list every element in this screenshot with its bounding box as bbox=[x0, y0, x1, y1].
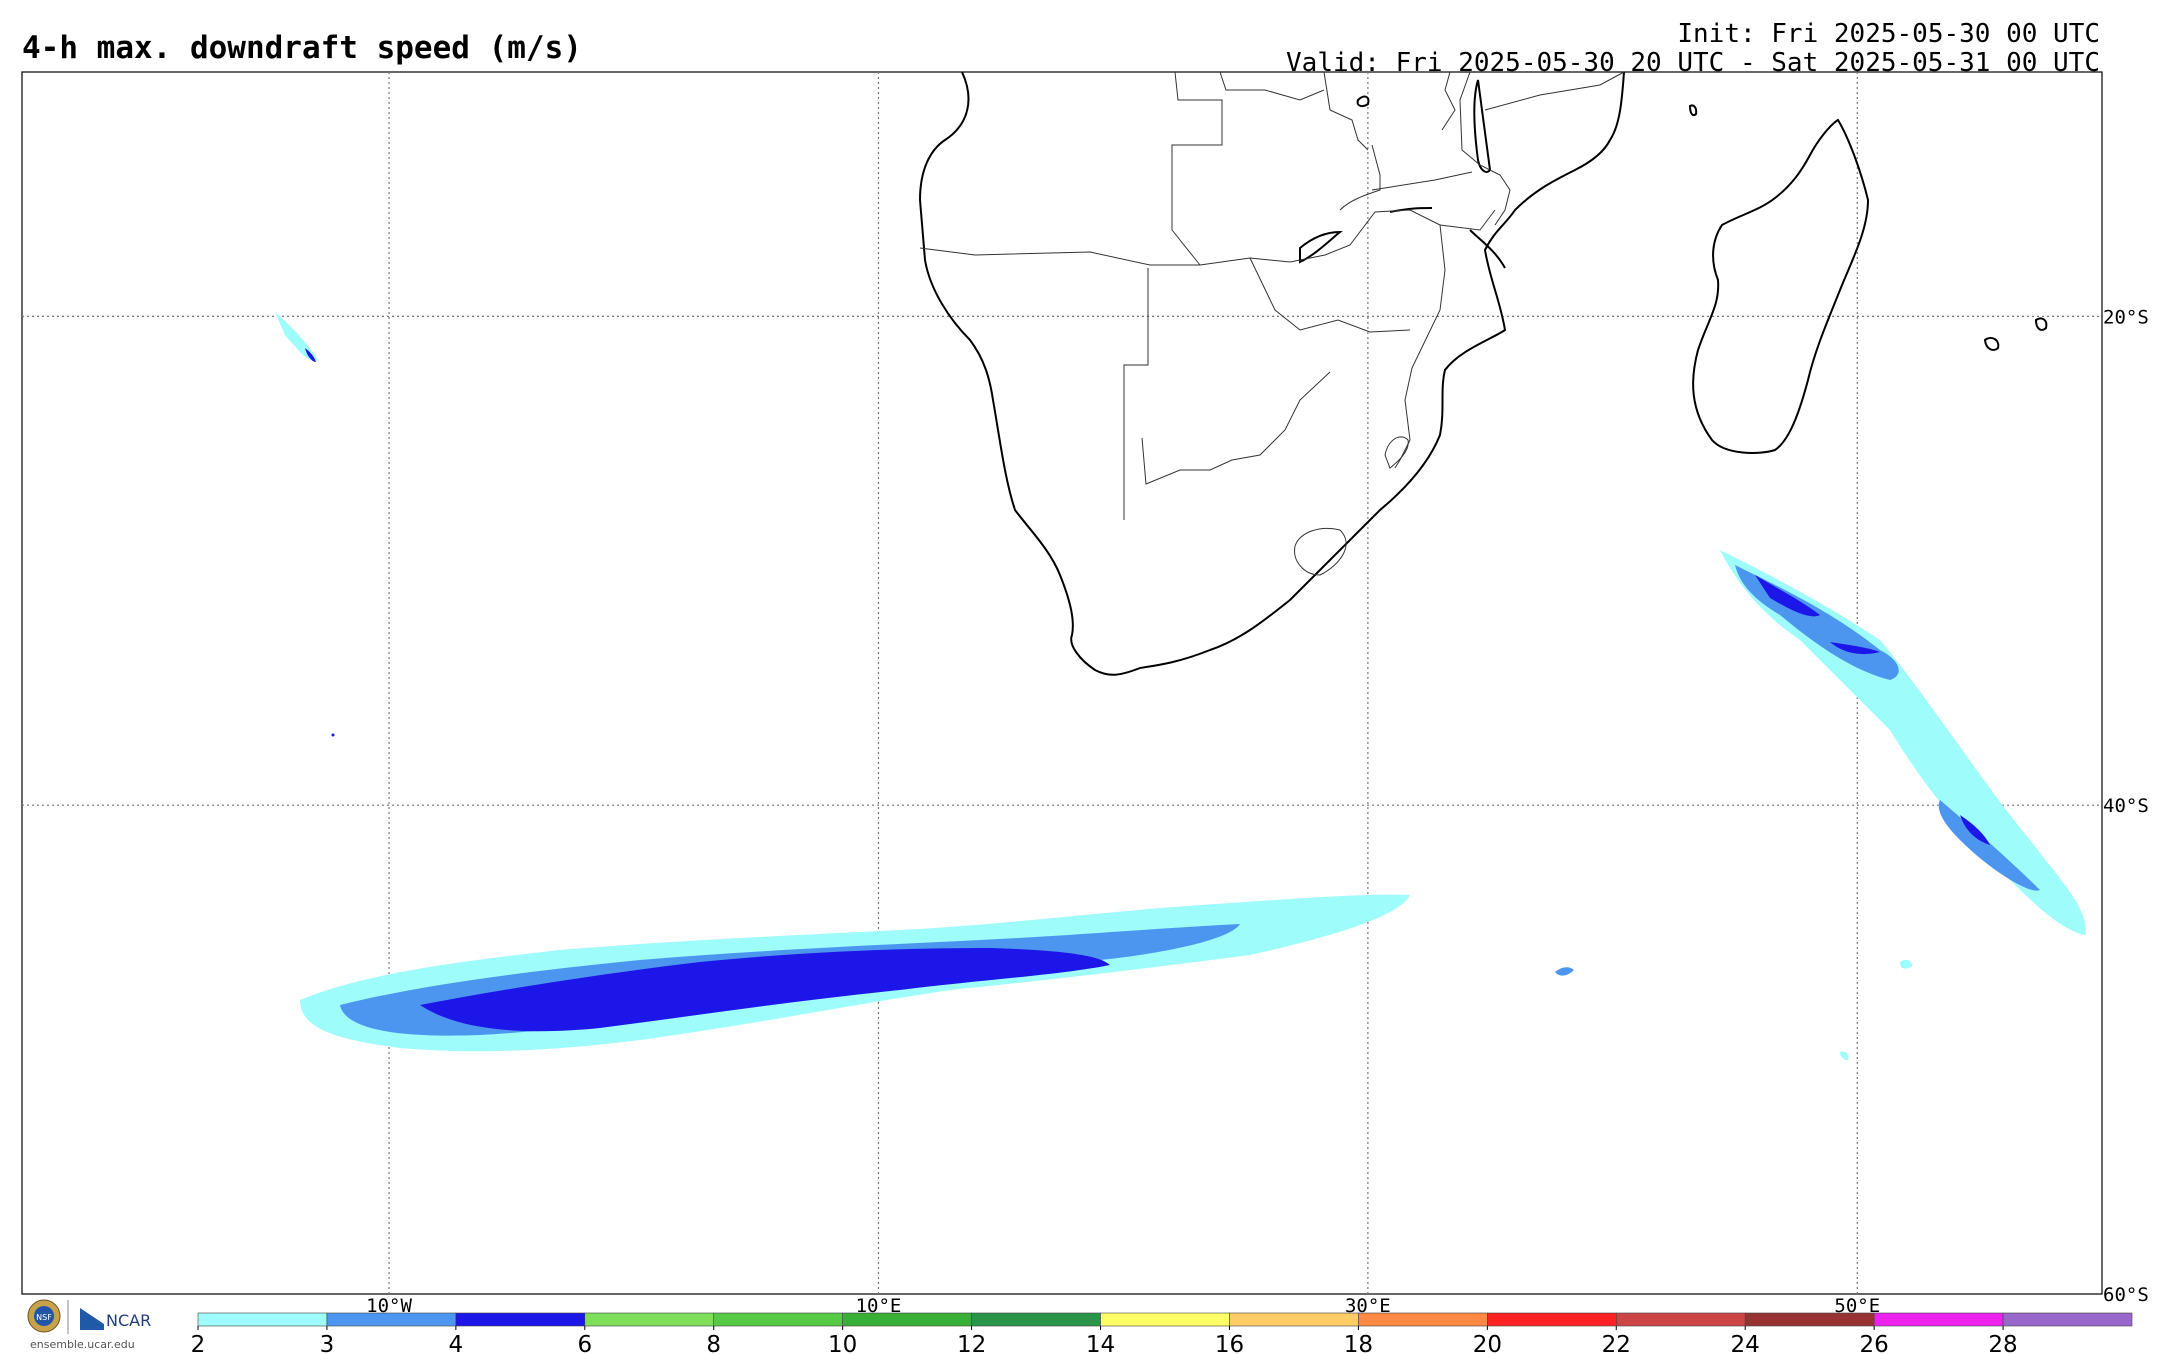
colorbar-tick-label: 8 bbox=[706, 1332, 721, 1354]
colorbar-swatch bbox=[713, 1312, 843, 1327]
latitude-label: 20°S bbox=[2103, 306, 2149, 328]
africa-coastline bbox=[918, 71, 1625, 676]
reunion-coastline bbox=[2034, 317, 2048, 331]
ncar-mark-icon bbox=[80, 1308, 104, 1330]
country-borders bbox=[919, 71, 1625, 576]
comoros-coastline bbox=[1688, 104, 1698, 117]
colorbar-swatch bbox=[1100, 1312, 1230, 1327]
longitude-label: 10°E bbox=[856, 1295, 902, 1317]
ncar-label: NCAR bbox=[106, 1311, 151, 1330]
lake-malawi bbox=[1473, 79, 1492, 173]
west-spot-dark bbox=[305, 348, 316, 362]
colorbar-swatch bbox=[584, 1312, 715, 1327]
colorbar-tick-label: 4 bbox=[449, 1332, 464, 1354]
longitude-label: 30°E bbox=[1345, 1295, 1391, 1317]
small-cell bbox=[1555, 967, 1574, 976]
east-streak-dark bbox=[1755, 575, 1990, 845]
small-cell-3 bbox=[1840, 1051, 1849, 1060]
colorbar-swatch bbox=[1744, 1312, 1875, 1327]
colorbar-tick-label: 2 bbox=[191, 1332, 206, 1354]
init-time: Init: Fri 2025-05-30 00 UTC bbox=[1677, 19, 2100, 49]
swath-dark bbox=[420, 948, 1110, 1032]
colorbar-tick-label: 20 bbox=[1473, 1332, 1502, 1354]
coastlines bbox=[918, 71, 2048, 676]
small-cell-2 bbox=[1900, 959, 1912, 969]
nsf-label: NSF bbox=[36, 1313, 52, 1322]
colorbar-swatch bbox=[326, 1312, 457, 1327]
longitude-label: 50°E bbox=[1834, 1295, 1880, 1317]
lake-kariba bbox=[1299, 230, 1343, 264]
colorbar-swatch bbox=[197, 1312, 328, 1327]
colorbar: 2 3 4 6 8 10 12 14 16 18 20 22 24 26 28 bbox=[191, 1312, 2133, 1354]
colorbar-tick-label: 22 bbox=[1602, 1332, 1631, 1354]
colorbar-tick-label: 18 bbox=[1344, 1332, 1373, 1354]
axis-labels: 10°W 10°E 30°E 50°E 20°S 40°S 60°S bbox=[366, 306, 2149, 1317]
mozambique-channel-coast bbox=[1469, 229, 1506, 269]
lake-tanganyika-end bbox=[1356, 95, 1370, 108]
colorbar-tick-label: 16 bbox=[1215, 1332, 1244, 1354]
colorbar-tick-label: 24 bbox=[1731, 1332, 1760, 1354]
colorbar-swatch bbox=[1229, 1312, 1359, 1327]
colorbar-tick-label: 14 bbox=[1086, 1332, 1115, 1354]
west-spot bbox=[275, 312, 318, 361]
colorbar-tick-label: 28 bbox=[1988, 1332, 2017, 1354]
mauritius-coastline bbox=[1983, 337, 2000, 351]
longitude-label: 10°W bbox=[366, 1295, 412, 1317]
colorbar-tick-label: 26 bbox=[1859, 1332, 1888, 1354]
colorbar-swatch bbox=[1358, 1312, 1488, 1327]
colorbar-swatch bbox=[842, 1312, 972, 1327]
colorbar-swatch bbox=[1487, 1312, 1617, 1327]
map-frame bbox=[21, 71, 2103, 1295]
latitude-label: 60°S bbox=[2103, 1284, 2149, 1306]
colorbar-tick-label: 10 bbox=[828, 1332, 857, 1354]
nsf-ncar-logo: NSF NCAR bbox=[27, 1299, 151, 1334]
downdraft-shading bbox=[275, 312, 2086, 1060]
madagascar-coastline bbox=[1692, 118, 1870, 454]
colorbar-swatch bbox=[1873, 1312, 2004, 1327]
east-streak-mid bbox=[1735, 565, 2040, 891]
colorbar-swatch bbox=[455, 1312, 586, 1327]
map-title: 4-h max. downdraft speed (m/s) bbox=[22, 30, 582, 66]
mid-spot bbox=[331, 733, 335, 737]
logo-url: ensemble.ucar.edu bbox=[30, 1338, 135, 1351]
east-streak-light bbox=[1720, 550, 2086, 935]
colorbar-tick-label: 3 bbox=[320, 1332, 335, 1354]
latitude-label: 40°S bbox=[2103, 795, 2149, 817]
nsf-seal-inner bbox=[34, 1306, 54, 1326]
colorbar-tick-label: 6 bbox=[577, 1332, 592, 1354]
colorbar-swatch bbox=[2002, 1312, 2133, 1327]
colorbar-tick-label: 12 bbox=[957, 1332, 986, 1354]
colorbar-swatch bbox=[971, 1312, 1101, 1327]
colorbar-swatch bbox=[1615, 1312, 1746, 1327]
